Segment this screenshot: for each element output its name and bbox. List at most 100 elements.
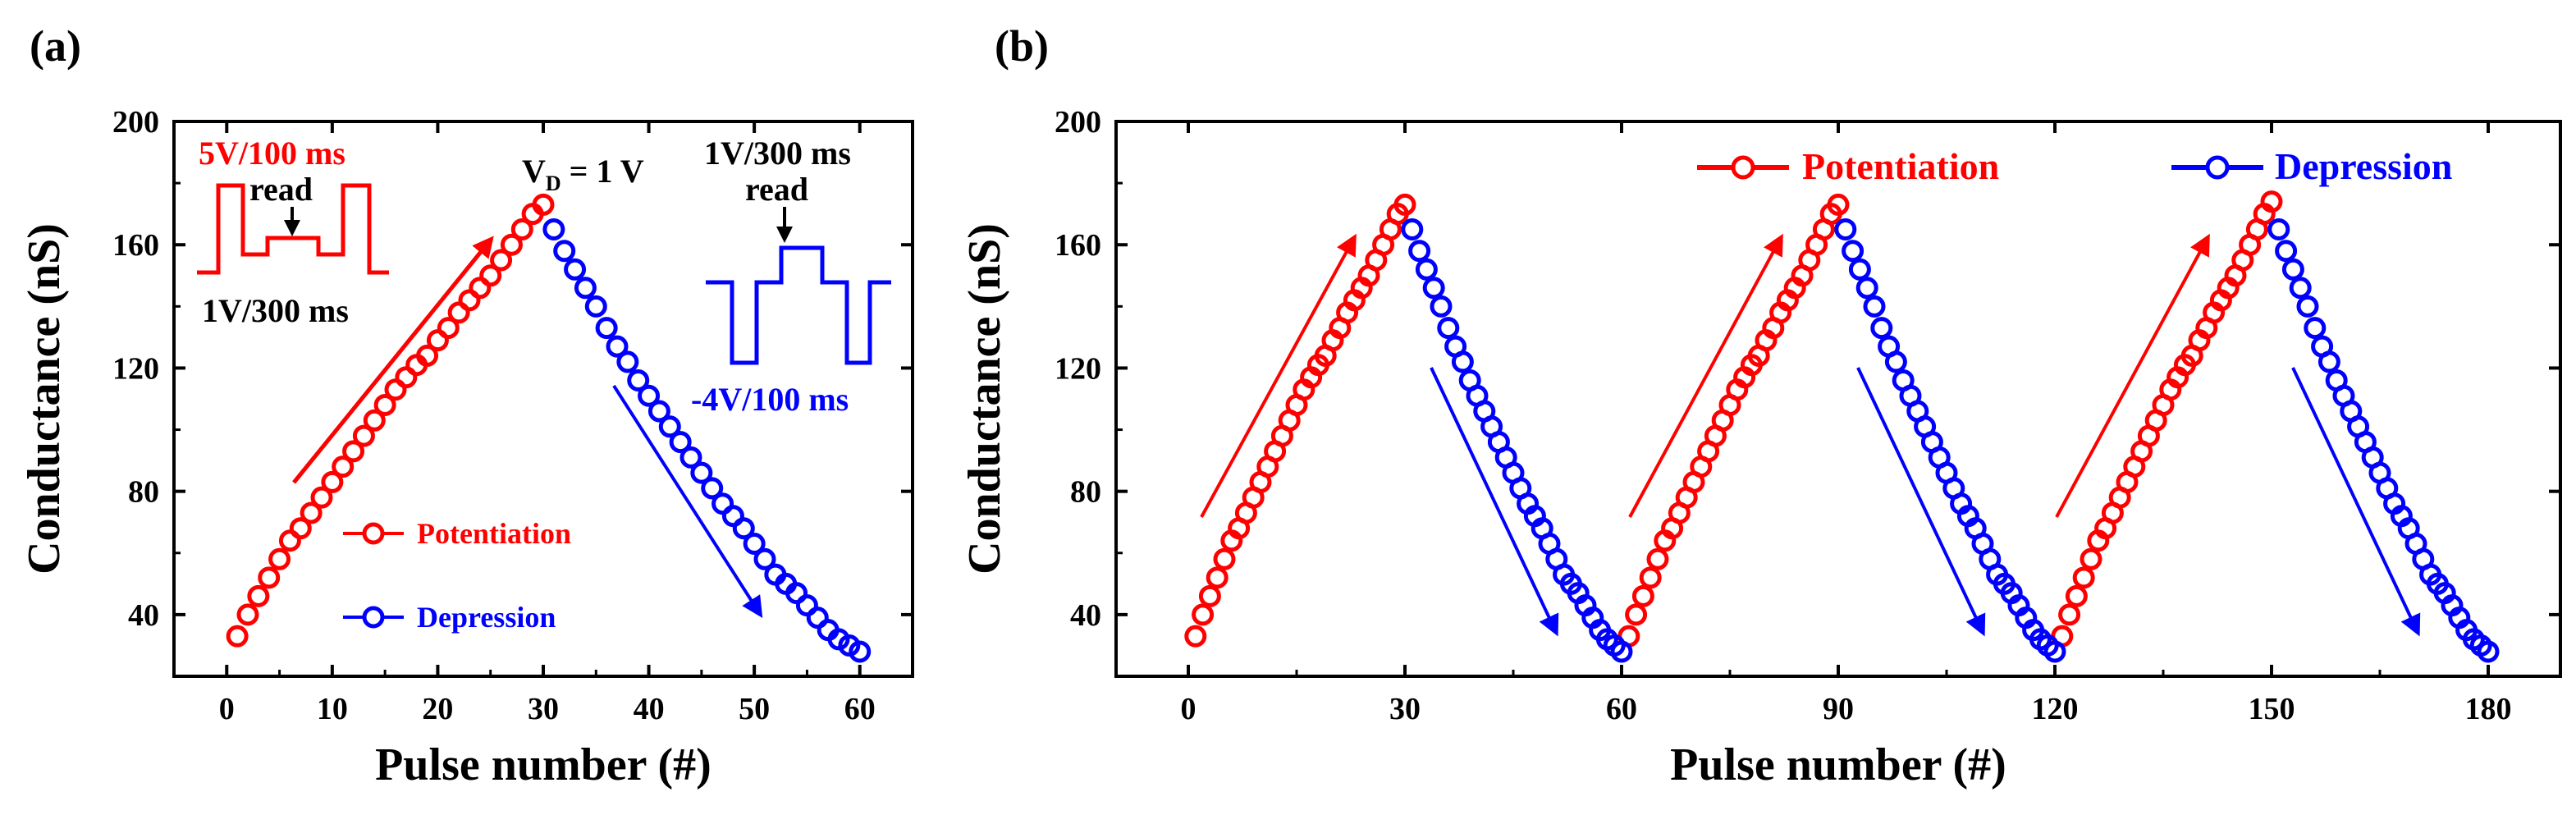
x-tick-label: 60 [844,692,876,726]
depression-point [1848,258,1871,281]
x-tick-label: 60 [1606,692,1637,726]
potentiation-point [258,566,281,589]
legend-b-potentiation-marker [1731,155,1755,180]
series-potentiation [226,193,555,648]
x-axis-label: Pulse number (#) [375,739,711,790]
depression-point [658,415,681,438]
series-depression [542,217,872,663]
depression-point [849,640,872,663]
depression-point [1408,240,1431,263]
depression-point [627,369,650,391]
potentiation-pulse-schematic: 5V/100 ms read 1V/300 ms [197,135,389,329]
y-axis-label: Conductance (nS) [19,223,70,575]
potentiation-point [226,625,249,648]
dep-pulse-bottom-label: -4V/100 ms [691,381,849,418]
y-tick-label: 120 [1055,351,1101,386]
potentiation-point [2072,566,2095,589]
y-tick-label: 160 [112,228,159,263]
depression-point [1870,317,1893,340]
panel-a-data [226,193,872,663]
legend-a-depression-label: Depression [417,601,556,634]
depression-point [1855,277,1878,300]
x-tick-label: 30 [528,692,559,726]
legend-a-potentiation-marker [362,522,385,545]
depression-point [1834,217,1857,240]
depression-point [1884,350,1907,373]
x-tick-label: 30 [1389,692,1421,726]
depression-point [1610,640,1633,663]
potentiation-point [300,501,323,524]
depression-trend-arrow [612,384,763,619]
panel-label-a: (a) [30,21,81,71]
y-tick-label: 40 [128,598,159,633]
y-tick-label: 40 [1070,598,1101,633]
series-depression [1401,217,2500,663]
potentiation-point [1206,566,1229,589]
depression-point [638,384,661,407]
depression-point [1842,240,1865,263]
potentiation-point [1631,584,1654,607]
potentiation-point [2080,547,2102,570]
dep-pulse-waveform [706,245,891,365]
depression-point [647,400,670,423]
depression-point [574,277,597,300]
depression-point [690,461,713,484]
depression-point [616,350,639,373]
depression-point [1415,258,1438,281]
trend-arrow-pot-3 [2055,233,2210,518]
depression-point [1422,277,1445,300]
vd-symbol: V [522,153,546,190]
x-tick-label: 40 [634,692,665,726]
legend-b-depression-label: Depression [2275,145,2452,187]
potentiation-point [1393,193,1416,216]
depression-point [732,517,755,540]
depression-point [2304,317,2327,340]
potentiation-point [321,470,344,493]
x-tick-label: 90 [1823,692,1854,726]
x-tick-label: 20 [422,692,453,726]
depression-point [2317,350,2340,373]
x-tick-label: 0 [1181,692,1196,726]
depression-point [1401,217,1424,240]
legend-a: Potentiation Depression [343,517,571,634]
potentiation-point [332,455,355,478]
potentiation-point [310,486,333,509]
pot-pulse-top-label: 5V/100 ms [199,135,345,172]
panel-label-b: (b) [995,21,1049,71]
x-tick-label: 120 [2032,692,2079,726]
potentiation-point [289,517,312,540]
potentiation-point [500,233,523,256]
trend-arrow-dep-2 [1856,367,1986,637]
depression-point [2275,240,2298,263]
depression-point [1437,317,1460,340]
depression-point [743,533,766,556]
depression-point [701,477,724,500]
pot-pulse-waveform [197,183,389,275]
depression-point [584,295,607,318]
potentiation-point [236,603,259,626]
y-tick-label: 200 [1055,105,1101,140]
potentiation-point [1646,547,1669,570]
depression-point [2267,217,2290,240]
trend-arrow-pot-2 [1628,233,1783,518]
depression-point [2477,640,2500,663]
panel-a: 0 10 20 30 40 50 60 40 80 120 160 200 Pulse number (… [19,105,914,790]
pot-read-label: read [249,171,313,208]
pot-pulse-bottom-label: 1V/300 ms [202,292,349,329]
depression-point [753,547,776,570]
potentiation-point [1192,603,1215,626]
x-tick-label: 50 [739,692,770,726]
trend-arrow-dep-3 [2291,367,2421,637]
dep-read-label: read [745,171,808,208]
depression-point [2281,258,2304,281]
potentiation-point [1827,193,1850,216]
y-axis-label: Conductance (nS) [959,223,1010,575]
x-tick-label: 10 [317,692,348,726]
potentiation-point [247,584,270,607]
potentiation-point [268,547,291,570]
x-tick-label: 180 [2465,692,2512,726]
series-potentiation [1184,190,2283,648]
potentiation-point [437,317,460,340]
panel-b-frame [1114,120,2562,678]
